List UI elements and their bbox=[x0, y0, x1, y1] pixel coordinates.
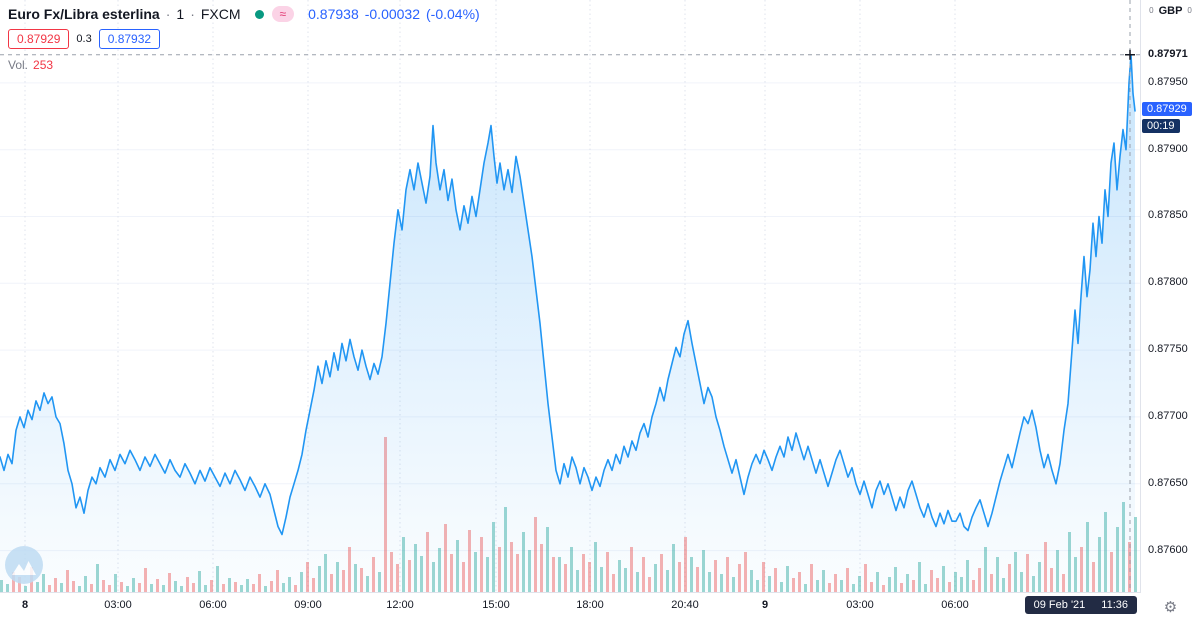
exchange-name[interactable]: FXCM bbox=[200, 6, 241, 22]
price-axis-tick: 0.87850 bbox=[1148, 209, 1188, 221]
time-axis-day-tick: 8 bbox=[21, 599, 29, 611]
volume-label: Vol. bbox=[8, 58, 29, 72]
time-axis-tick: 12:00 bbox=[386, 599, 414, 611]
price-area-chart bbox=[0, 0, 1140, 592]
price-change-percent: (-0.04%) bbox=[426, 6, 480, 22]
price-chart-pane[interactable]: Euro Fx/Libra esterlina · 1 · FXCM ≈ 0.8… bbox=[0, 0, 1141, 593]
crosshair-time: 11:36 bbox=[1101, 599, 1128, 611]
price-axis-tick: 0.87750 bbox=[1148, 343, 1188, 355]
symbol-title[interactable]: Euro Fx/Libra esterlina bbox=[8, 6, 160, 22]
price-axis-tick: 0.87600 bbox=[1148, 544, 1188, 556]
legend: Euro Fx/Libra esterlina · 1 · FXCM ≈ 0.8… bbox=[8, 6, 480, 72]
time-axis-tick: 09:00 bbox=[294, 599, 322, 611]
market-status-icon bbox=[254, 9, 264, 19]
tradingview-logo-icon bbox=[5, 546, 43, 584]
separator: · bbox=[165, 6, 171, 22]
time-axis-tick: 18:00 bbox=[576, 599, 604, 611]
price-change: -0.00032 bbox=[364, 6, 421, 22]
axis-zero-left: 0 bbox=[1149, 6, 1154, 15]
price-axis-tick: 0.87800 bbox=[1148, 276, 1188, 288]
symbol-row: Euro Fx/Libra esterlina · 1 · FXCM ≈ 0.8… bbox=[8, 6, 480, 22]
buy-ask-button[interactable]: 0.87932 bbox=[98, 29, 161, 49]
price-axis-tick: 0.87700 bbox=[1148, 410, 1188, 422]
price-axis-tick: 0.87650 bbox=[1148, 477, 1188, 489]
last-price: 0.87938 bbox=[308, 6, 359, 22]
price-axis-tick: 0.87950 bbox=[1148, 76, 1188, 88]
delayed-data-badge[interactable]: ≈ bbox=[271, 6, 295, 22]
high-price-label: 0.87971 bbox=[1148, 48, 1188, 60]
time-axis-day-tick: 9 bbox=[761, 599, 769, 611]
axis-zero-right: 0 bbox=[1187, 6, 1192, 15]
bid-ask-row: 0.87929 0.3 0.87932 bbox=[8, 29, 480, 49]
currency-label: GBP bbox=[1158, 5, 1183, 17]
time-axis-tick: 03:00 bbox=[846, 599, 874, 611]
axis-corner: ⚙ bbox=[1141, 593, 1200, 620]
separator: · bbox=[190, 6, 195, 22]
current-price-badge: 0.87929 bbox=[1142, 102, 1192, 116]
time-axis[interactable]: 8 03:00 06:00 09:00 12:00 15:00 18:00 20:40 9 03:… bbox=[0, 593, 1140, 620]
time-axis-tick: 06:00 bbox=[199, 599, 227, 611]
spread-value: 0.3 bbox=[76, 33, 92, 45]
sell-bid-button[interactable]: 0.87929 bbox=[8, 29, 70, 49]
time-axis-tick: 15:00 bbox=[482, 599, 510, 611]
time-axis-tick: 20:40 bbox=[671, 599, 699, 611]
interval-value[interactable]: 1 bbox=[176, 6, 185, 22]
bar-countdown-badge: 00:19 bbox=[1142, 119, 1180, 133]
volume-value: 253 bbox=[33, 58, 54, 72]
time-axis-tick: 03:00 bbox=[104, 599, 132, 611]
price-axis[interactable]: 0 GBP 0 0.87950 0.87900 0.87850 0.87800 0.87… bbox=[1141, 0, 1200, 592]
settings-gear-icon[interactable]: ⚙ bbox=[1163, 598, 1178, 616]
crosshair-date-badge[interactable]: 09 Feb '21 11:36 bbox=[1024, 596, 1137, 614]
time-axis-tick: 06:00 bbox=[941, 599, 969, 611]
currency-toggle[interactable]: 0 GBP 0 bbox=[1141, 5, 1200, 17]
volume-row: Vol. 253 bbox=[8, 58, 480, 72]
crosshair-date: 09 Feb '21 bbox=[1033, 599, 1086, 611]
price-axis-tick: 0.87900 bbox=[1148, 143, 1188, 155]
